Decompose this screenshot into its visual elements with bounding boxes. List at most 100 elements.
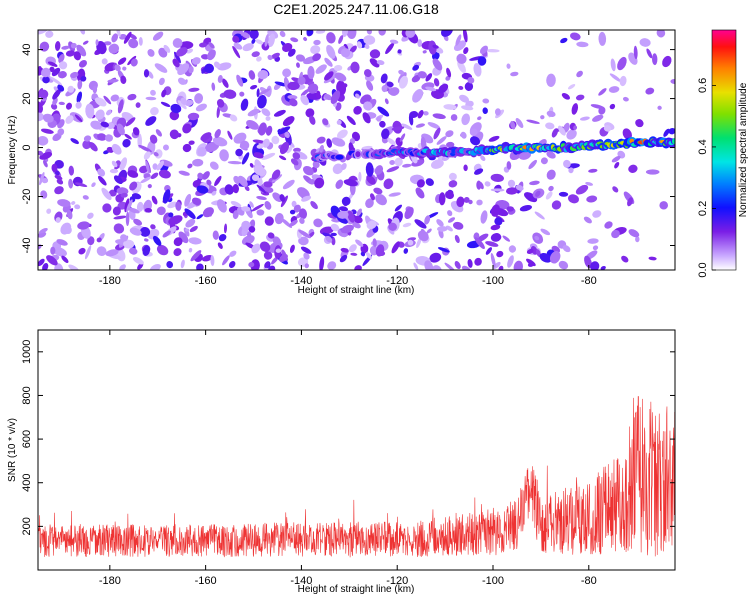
noise-cell xyxy=(298,229,311,239)
noise-cell xyxy=(211,82,216,91)
noise-cell xyxy=(296,62,300,68)
colorbar-tick-label: 0.6 xyxy=(697,78,709,93)
noise-cell xyxy=(78,59,88,68)
y-tick-label: -20 xyxy=(21,189,33,205)
noise-cell xyxy=(659,201,668,210)
noise-cell xyxy=(150,224,156,230)
noise-cell xyxy=(264,216,274,226)
noise-cell xyxy=(507,255,514,268)
noise-cell xyxy=(85,245,92,260)
y-tick-label: -40 xyxy=(21,238,33,254)
noise-cell xyxy=(389,39,399,44)
noise-cell xyxy=(163,144,169,151)
spectrogram-panel: -180 -160 -140 -120 -100 -80 -40 -20 0 20 40 Heigh… xyxy=(7,29,676,296)
noise-cell xyxy=(120,75,127,84)
noise-cell xyxy=(188,87,200,92)
noise-cell xyxy=(154,63,168,73)
noise-cell xyxy=(217,62,232,71)
noise-cell xyxy=(502,235,511,242)
noise-cell xyxy=(82,195,89,200)
noise-cell xyxy=(129,181,138,191)
noise-cell xyxy=(250,84,258,90)
noise-cell xyxy=(282,68,292,78)
noise-cell xyxy=(107,79,119,83)
noise-cell xyxy=(436,136,447,145)
noise-cell xyxy=(105,249,119,257)
noise-cell xyxy=(388,192,401,197)
noise-cell xyxy=(369,58,380,68)
noise-cell xyxy=(549,251,561,264)
noise-cell xyxy=(264,261,270,268)
noise-cell xyxy=(399,133,406,142)
noise-cell xyxy=(463,164,468,172)
noise-cell xyxy=(548,185,554,192)
noise-cell xyxy=(598,31,607,46)
noise-cell xyxy=(241,235,255,246)
noise-cell xyxy=(199,42,207,48)
noise-cell xyxy=(446,141,455,148)
noise-cell xyxy=(450,114,458,121)
noise-cell xyxy=(432,58,443,71)
noise-cell xyxy=(197,172,204,180)
noise-cell xyxy=(527,261,535,267)
noise-cell xyxy=(360,251,366,257)
noise-cell xyxy=(57,199,71,207)
noise-cell xyxy=(113,215,127,220)
noise-cell xyxy=(586,195,598,203)
noise-cell xyxy=(128,38,139,49)
colorbar: 0.0 0.2 0.4 0.6 Normalized spectral amplitu… xyxy=(697,29,749,278)
noise-cell xyxy=(287,81,300,91)
noise-cell xyxy=(469,136,481,146)
noise-cell xyxy=(67,85,75,93)
noise-cell xyxy=(326,138,333,148)
noise-cell xyxy=(609,73,622,82)
noise-cell xyxy=(380,73,388,84)
noise-cell xyxy=(609,103,616,110)
noise-cell xyxy=(454,260,461,270)
noise-cell xyxy=(233,42,243,50)
noise-cell xyxy=(379,120,386,128)
noise-cell xyxy=(485,247,493,255)
noise-cell xyxy=(355,239,364,247)
noise-cell xyxy=(266,85,272,98)
noise-cell xyxy=(239,140,250,150)
noise-cell xyxy=(303,252,310,260)
noise-cell xyxy=(331,137,346,147)
noise-cell xyxy=(590,261,600,270)
noise-cell xyxy=(179,41,194,50)
noise-cell xyxy=(447,217,456,223)
noise-cell xyxy=(479,45,489,54)
noise-cell xyxy=(490,173,504,182)
noise-cell xyxy=(482,107,488,114)
noise-cell xyxy=(38,150,44,156)
noise-cell xyxy=(100,121,109,128)
colorbar-tick-label: 0.2 xyxy=(697,201,709,216)
noise-cell xyxy=(149,134,158,144)
noise-cell xyxy=(140,176,152,184)
noise-cell xyxy=(510,71,519,77)
noise-cell xyxy=(202,254,213,262)
noise-cell xyxy=(130,58,138,67)
noise-cell xyxy=(441,30,453,37)
noise-cell xyxy=(223,223,228,234)
noise-cell xyxy=(356,41,363,49)
snr-y-label: SNR (10 * v/v) xyxy=(7,418,18,482)
noise-cell xyxy=(570,32,581,41)
noise-cell xyxy=(122,138,131,148)
noise-cell xyxy=(356,208,362,216)
noise-cell xyxy=(91,182,96,188)
noise-cell xyxy=(45,30,54,38)
noise-cell xyxy=(316,136,326,144)
noise-cell xyxy=(558,125,566,136)
noise-cell xyxy=(362,112,371,124)
noise-cell xyxy=(314,177,325,189)
noise-cell xyxy=(496,250,504,258)
noise-cell xyxy=(77,221,90,230)
noise-cell xyxy=(56,239,68,246)
noise-cell xyxy=(74,114,83,122)
noise-cell xyxy=(150,89,156,96)
noise-cell xyxy=(82,40,89,45)
noise-cell xyxy=(444,262,456,270)
noise-cell xyxy=(80,76,87,82)
noise-cell xyxy=(82,140,92,150)
